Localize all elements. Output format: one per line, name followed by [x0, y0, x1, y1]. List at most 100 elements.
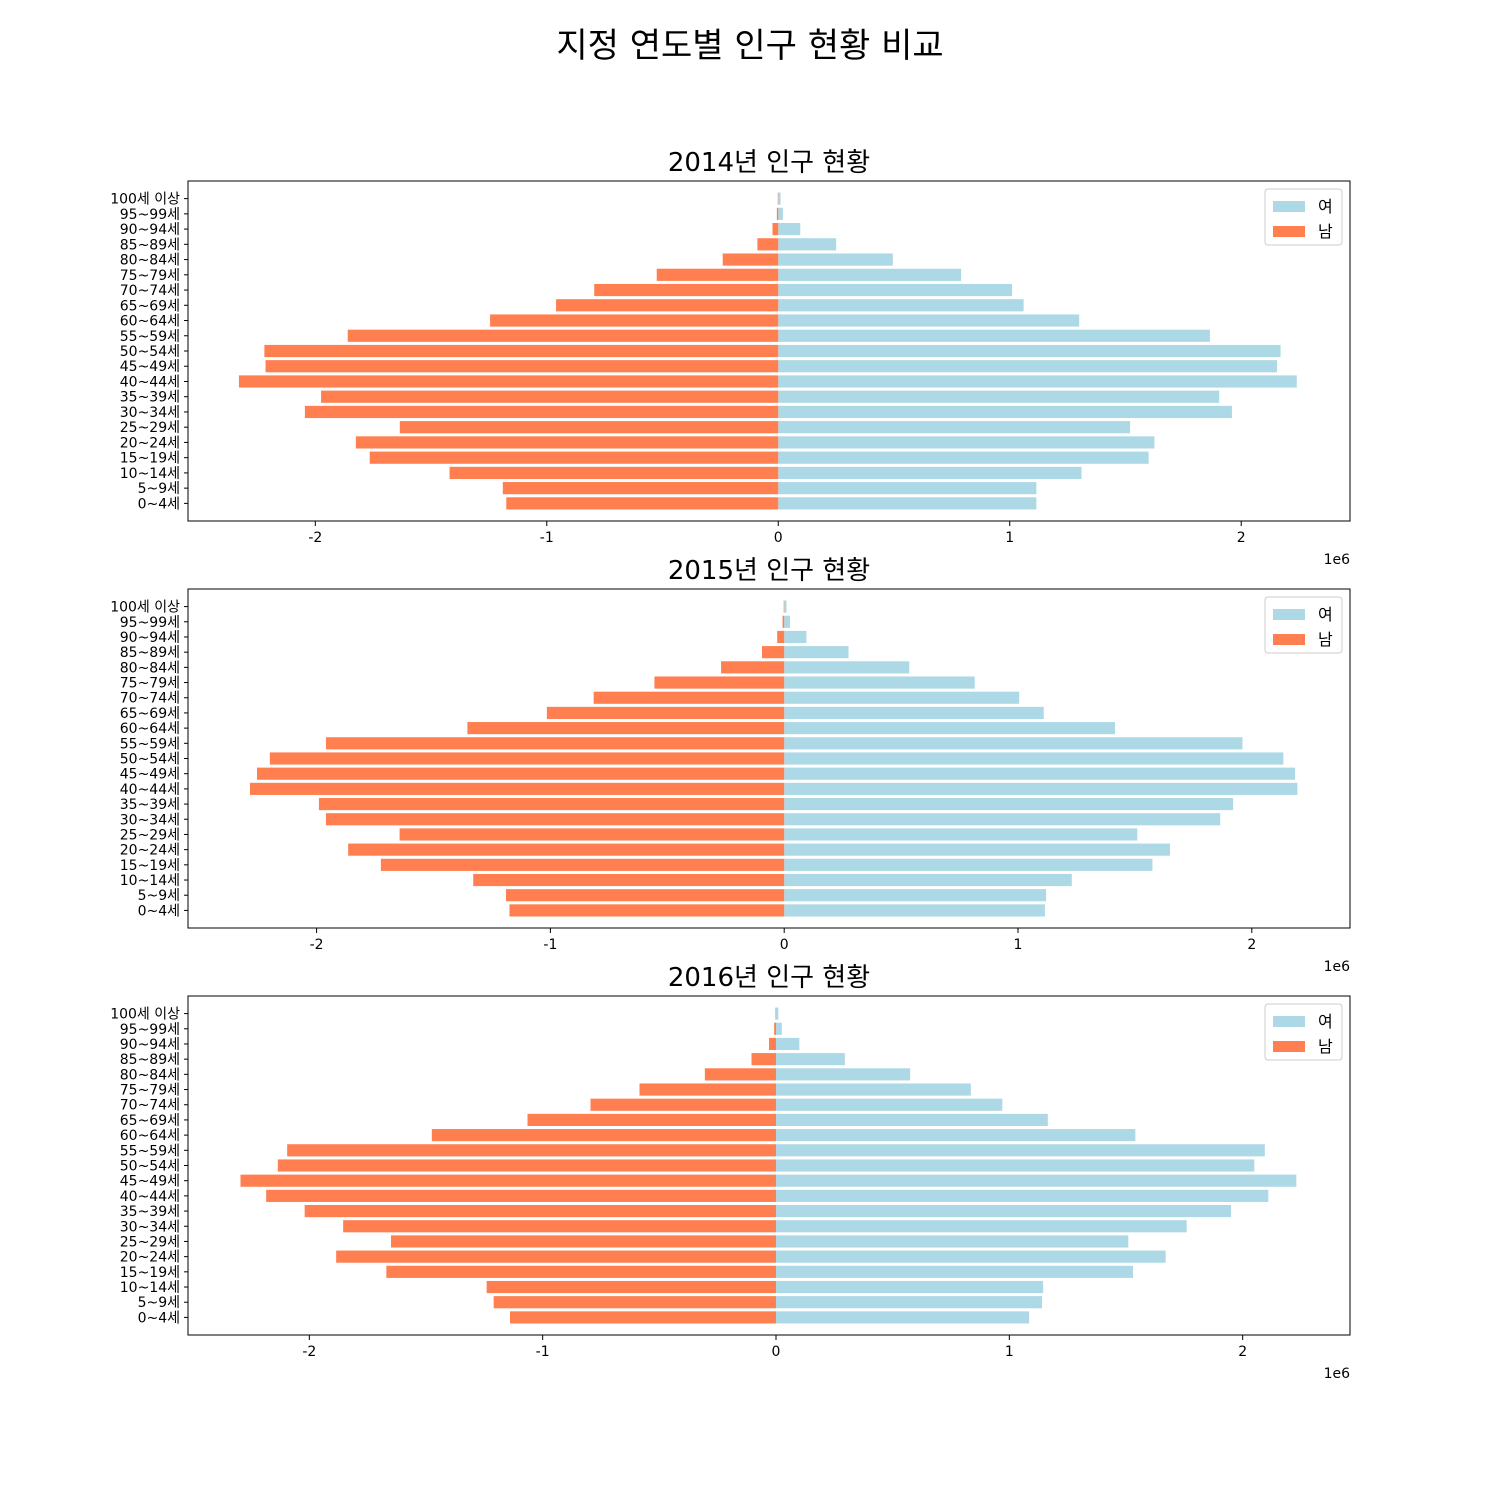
y-tick-label: 70~74세 — [120, 691, 180, 707]
male-bar-4 — [348, 843, 785, 856]
x-offset-label: 1e6 — [1324, 1366, 1351, 1382]
y-tick-label: 70~74세 — [120, 1098, 180, 1114]
male-bar-17 — [761, 646, 785, 659]
female-bar-13 — [778, 299, 1024, 312]
y-tick-label: 0~4세 — [138, 496, 180, 512]
y-tick-label: 45~49세 — [120, 359, 180, 375]
y-tick-label: 45~49세 — [120, 1174, 180, 1190]
male-bar-16 — [721, 661, 785, 674]
male-bar-9 — [256, 767, 785, 780]
x-tick-label: 2 — [1247, 937, 1256, 953]
y-tick-label: 30~34세 — [120, 812, 180, 828]
male-bar-15 — [654, 676, 785, 689]
female-bar-4 — [784, 843, 1170, 856]
legend-swatch-male — [1273, 634, 1305, 645]
male-bar-20 — [777, 192, 779, 205]
female-bar-20 — [776, 1007, 779, 1020]
x-offset-label: 1e6 — [1324, 959, 1351, 975]
female-bar-9 — [778, 360, 1278, 373]
y-tick-label: 30~34세 — [120, 1219, 180, 1235]
male-bar-18 — [769, 1037, 776, 1051]
y-tick-label: 10~14세 — [120, 873, 180, 889]
female-bar-0 — [778, 497, 1037, 510]
y-tick-label: 65~69세 — [120, 706, 180, 722]
y-tick-label: 15~19세 — [120, 1265, 180, 1281]
y-tick-label: 40~44세 — [120, 1189, 180, 1205]
male-bar-3 — [369, 451, 779, 464]
female-bar-5 — [784, 828, 1138, 841]
male-bar-0 — [510, 1311, 776, 1324]
female-bar-6 — [778, 405, 1232, 419]
female-bar-0 — [784, 904, 1045, 917]
male-bar-2 — [486, 1280, 776, 1294]
x-tick-label: -1 — [543, 937, 557, 953]
female-bar-16 — [776, 1068, 911, 1081]
male-bar-10 — [264, 344, 779, 358]
female-bar-8 — [784, 782, 1298, 795]
female-bar-9 — [784, 767, 1296, 780]
male-bar-12 — [490, 314, 779, 327]
female-bar-3 — [778, 451, 1149, 464]
female-bar-15 — [778, 268, 962, 281]
female-bar-20 — [778, 192, 781, 205]
y-tick-label: 80~84세 — [120, 660, 180, 676]
x-tick-label: -1 — [536, 1344, 550, 1360]
y-tick-label: 5~9세 — [138, 481, 180, 497]
y-tick-label: 80~84세 — [120, 1067, 180, 1083]
x-tick-label: 2 — [1237, 530, 1246, 546]
male-bar-5 — [399, 421, 779, 434]
male-bar-7 — [318, 797, 785, 811]
female-bar-1 — [778, 482, 1037, 495]
male-bar-20 — [783, 600, 785, 613]
y-tick-label: 25~29세 — [120, 420, 180, 436]
female-bar-19 — [778, 207, 783, 220]
panel-title: 2014년 인구 현황 — [668, 148, 870, 178]
legend: 여남 — [1264, 188, 1343, 246]
male-bar-9 — [240, 1174, 776, 1187]
y-tick-label: 35~39세 — [120, 797, 180, 813]
legend-swatch-female — [1273, 609, 1305, 620]
female-bar-16 — [784, 661, 910, 674]
y-tick-label: 95~99세 — [120, 1022, 180, 1038]
female-bar-20 — [784, 600, 787, 613]
male-bar-6 — [343, 1220, 776, 1233]
chart-panel-3: 2016년 인구 현황 0~4세5~9세10~14세15~19세20~24세25~… — [110, 963, 1351, 1382]
y-tick-label: 80~84세 — [120, 253, 180, 269]
x-tick-label: 2 — [1238, 1344, 1247, 1360]
panel-title: 2015년 인구 현황 — [668, 556, 870, 586]
y-tick-label: 60~64세 — [120, 314, 180, 330]
y-tick-label: 50~54세 — [120, 752, 180, 768]
male-bar-5 — [391, 1235, 776, 1248]
legend-label: 남 — [1318, 222, 1333, 241]
female-bar-7 — [784, 797, 1234, 811]
y-tick-label: 5~9세 — [138, 1295, 180, 1311]
y-tick-label: 100세 이상 — [110, 1007, 180, 1023]
female-bar-10 — [778, 344, 1281, 358]
female-bar-19 — [784, 615, 791, 628]
x-tick-label: 1 — [1005, 1344, 1014, 1360]
y-tick-label: 20~24세 — [120, 843, 180, 859]
male-bar-3 — [380, 858, 785, 871]
legend-swatch-female — [1273, 1016, 1305, 1027]
male-bar-8 — [238, 375, 779, 388]
chart-panel-2: 2015년 인구 현황 0~4세5~9세10~14세15~19세20~24세25~… — [110, 556, 1351, 975]
female-bar-2 — [784, 873, 1072, 887]
y-tick-label: 90~94세 — [120, 1037, 180, 1053]
y-tick-label: 35~39세 — [120, 390, 180, 406]
female-bar-19 — [776, 1022, 782, 1035]
female-bar-5 — [778, 421, 1131, 434]
legend-label: 여 — [1318, 197, 1333, 216]
female-bar-0 — [776, 1311, 1030, 1324]
male-bar-11 — [287, 1144, 776, 1157]
x-tick-label: -2 — [310, 937, 324, 953]
legend: 여남 — [1264, 596, 1343, 654]
female-bar-7 — [778, 390, 1220, 403]
female-bar-3 — [776, 1265, 1133, 1278]
male-bar-14 — [593, 691, 785, 704]
female-bar-10 — [784, 752, 1284, 765]
female-bar-14 — [784, 691, 1020, 704]
male-bar-13 — [546, 706, 785, 720]
y-tick-label: 10~14세 — [120, 466, 180, 482]
female-bar-12 — [784, 722, 1116, 735]
male-bar-5 — [399, 828, 785, 841]
